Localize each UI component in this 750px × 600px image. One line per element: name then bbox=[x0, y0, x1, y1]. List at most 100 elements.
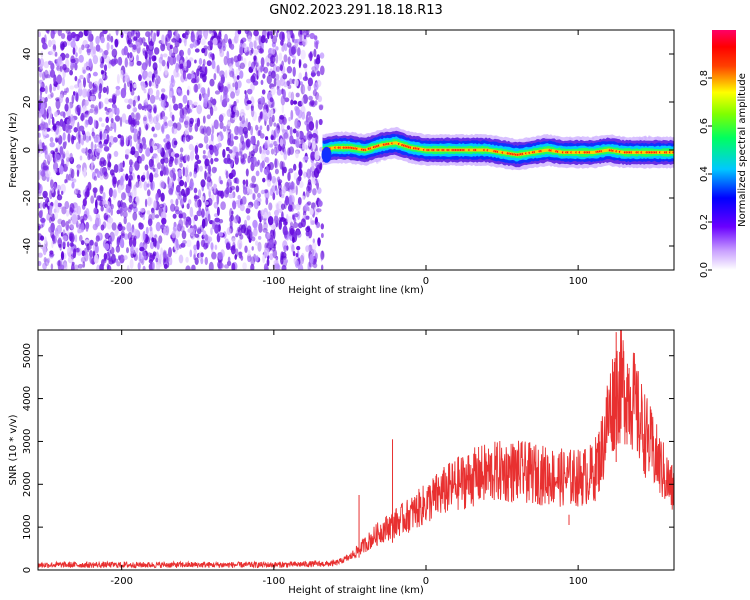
noise-blob bbox=[152, 145, 158, 150]
noise-blob bbox=[59, 264, 65, 270]
noise-blob bbox=[38, 57, 41, 66]
noise-blob bbox=[99, 157, 106, 165]
noise-blob bbox=[320, 223, 324, 230]
noise-blob bbox=[118, 222, 122, 228]
noise-blob bbox=[207, 45, 213, 51]
noise-blob bbox=[60, 232, 64, 237]
noise-blob bbox=[282, 225, 288, 236]
snr-frame bbox=[37, 329, 675, 571]
noise-blob bbox=[92, 46, 96, 55]
noise-blob bbox=[61, 190, 64, 195]
noise-blob bbox=[307, 179, 312, 186]
noise-blob bbox=[113, 164, 119, 173]
noise-blob bbox=[142, 265, 146, 270]
noise-blob bbox=[136, 120, 140, 126]
noise-blob bbox=[189, 227, 196, 237]
noise-blob bbox=[258, 235, 262, 240]
noise-blob bbox=[285, 259, 288, 264]
noise-blob bbox=[297, 47, 301, 57]
noise-blob bbox=[280, 95, 286, 106]
noise-blob bbox=[161, 88, 166, 93]
noise-blob bbox=[99, 167, 104, 177]
noise-blob bbox=[301, 142, 307, 150]
noise-blob bbox=[102, 50, 108, 60]
noise-blob bbox=[298, 168, 303, 177]
noise-blob bbox=[171, 230, 176, 239]
noise-blob bbox=[250, 263, 255, 270]
noise-blob bbox=[53, 208, 57, 214]
noise-blob bbox=[253, 227, 258, 237]
noise-blob bbox=[252, 156, 257, 167]
noise-blob bbox=[210, 227, 213, 235]
noise-blob bbox=[218, 114, 224, 123]
noise-blob bbox=[177, 89, 183, 97]
noise-blob bbox=[230, 245, 236, 255]
noise-blob bbox=[296, 121, 301, 129]
noise-blob bbox=[87, 30, 92, 35]
noise-blob bbox=[86, 49, 91, 56]
noise-blob bbox=[123, 45, 128, 56]
noise-blob bbox=[113, 136, 118, 143]
y-tick-label: 0 bbox=[22, 567, 33, 573]
noise-blob bbox=[227, 256, 231, 263]
noise-blob bbox=[193, 195, 200, 200]
noise-blob bbox=[302, 85, 306, 94]
noise-blob bbox=[109, 169, 115, 176]
noise-blob bbox=[69, 69, 73, 76]
noise-blob bbox=[176, 54, 181, 61]
noise-blob bbox=[211, 32, 214, 37]
noise-blob bbox=[89, 254, 93, 264]
noise-blob bbox=[270, 86, 276, 96]
noise-blob bbox=[219, 70, 225, 78]
noise-blob bbox=[287, 84, 292, 90]
noise-blob bbox=[46, 30, 50, 35]
noise-blob bbox=[145, 226, 149, 235]
noise-blob bbox=[59, 118, 64, 127]
noise-blob bbox=[128, 195, 133, 203]
noise-blob bbox=[47, 153, 53, 162]
noise-blob bbox=[153, 133, 158, 138]
noise-blob bbox=[305, 33, 310, 38]
noise-blob bbox=[160, 181, 166, 189]
noise-blob bbox=[175, 239, 179, 249]
noise-blob bbox=[124, 98, 130, 104]
noise-blob bbox=[311, 162, 316, 167]
noise-blob bbox=[173, 223, 178, 232]
noise-blob bbox=[76, 169, 80, 177]
noise-blob bbox=[156, 75, 161, 86]
noise-blob bbox=[309, 208, 314, 216]
noise-blob bbox=[173, 140, 178, 146]
noise-blob bbox=[67, 31, 72, 42]
noise-blob bbox=[264, 141, 268, 149]
noise-blob bbox=[191, 145, 195, 154]
noise-blob bbox=[320, 65, 325, 76]
colorbar-tick-label: 0.4 bbox=[699, 166, 710, 182]
noise-blob bbox=[194, 164, 200, 173]
noise-blob bbox=[104, 97, 110, 105]
noise-blob bbox=[222, 85, 229, 96]
noise-blob bbox=[274, 143, 280, 154]
noise-blob bbox=[121, 192, 126, 201]
noise-blob bbox=[69, 203, 75, 213]
noise-blob bbox=[129, 150, 135, 155]
noise-blob bbox=[149, 146, 154, 154]
noise-blob bbox=[116, 74, 120, 84]
noise-blob bbox=[312, 262, 318, 269]
noise-blob bbox=[287, 171, 291, 182]
noise-blob bbox=[86, 73, 90, 82]
colorbar-tick-label: 0.8 bbox=[699, 70, 710, 86]
noise-blob bbox=[288, 91, 292, 99]
noise-blob bbox=[43, 128, 48, 136]
noise-blob bbox=[292, 250, 296, 257]
noise-blob bbox=[247, 249, 251, 256]
noise-blob bbox=[83, 77, 86, 88]
noise-blob bbox=[276, 89, 282, 96]
noise-blob bbox=[221, 43, 227, 49]
noise-blob bbox=[183, 120, 189, 125]
noise-blob bbox=[132, 44, 137, 50]
noise-blob bbox=[290, 91, 295, 102]
noise-blob bbox=[144, 164, 149, 171]
noise-blob bbox=[253, 222, 258, 231]
noise-blob bbox=[44, 96, 48, 103]
noise-blob bbox=[275, 188, 279, 196]
